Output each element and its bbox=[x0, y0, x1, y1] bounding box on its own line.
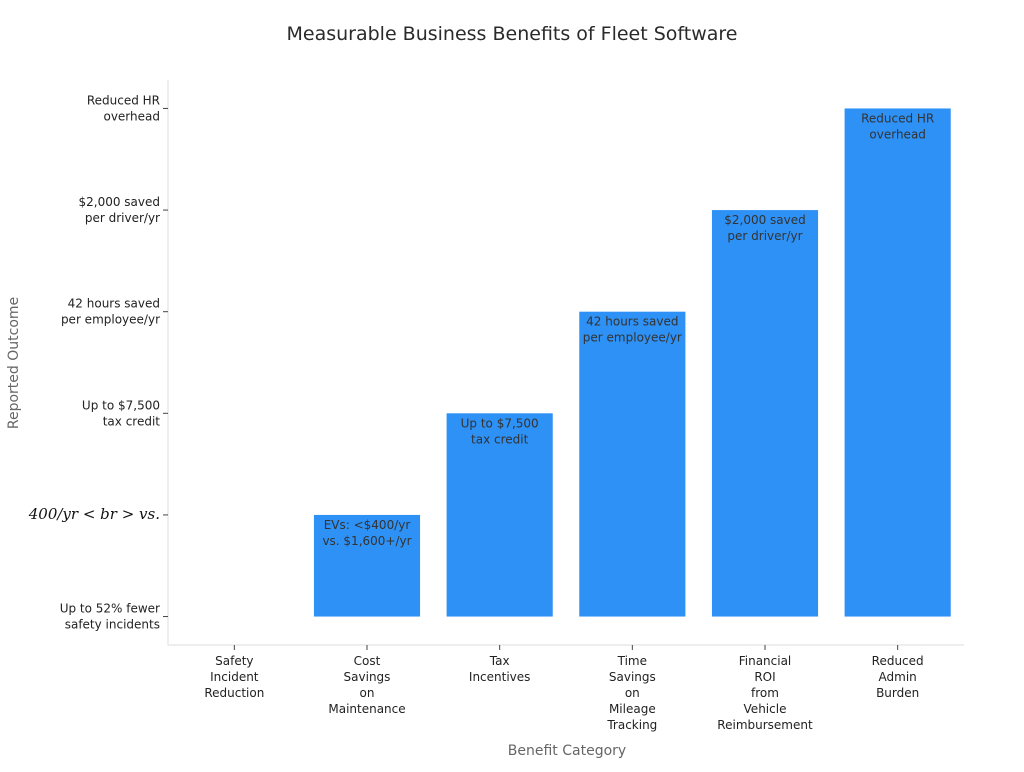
x-tick-label-2-line-2: Savings bbox=[344, 670, 391, 684]
y-tick-label-6-line-1: Reduced HR bbox=[87, 93, 160, 107]
bar-labels-group: EVs: <$400/yr vs. $1,600+/yr Up to $7,500 t… bbox=[322, 111, 934, 547]
x-tick-label-5-line-5: Reimbursement bbox=[717, 718, 813, 732]
bar-label-2-line-1: EVs: <$400/yr bbox=[324, 518, 411, 532]
bar-label-4-line-1: 42 hours saved bbox=[586, 315, 678, 329]
y-tick-label-4-line-2: per employee/yr bbox=[61, 313, 160, 327]
y-axis-title: Reported Outcome bbox=[6, 297, 22, 429]
x-axis-title: Benefit Category bbox=[508, 743, 626, 759]
y-tick-label-2-line-1: 400/yr < br > vs. bbox=[28, 505, 160, 523]
bar-2 bbox=[313, 514, 421, 617]
bar-label-2-line-2: vs. $1,600+/yr bbox=[322, 534, 411, 548]
bar-label-6-line-1: Reduced HR bbox=[861, 111, 934, 125]
y-tick-label-1-line-2: safety incidents bbox=[65, 618, 160, 632]
bar-label-5-line-2: per driver/yr bbox=[727, 229, 802, 243]
y-tick-label-5-line-1: $2,000 saved bbox=[78, 195, 160, 209]
bar-label-4-line-2: per employee/yr bbox=[583, 331, 682, 345]
x-tick-label-5-line-2: ROI bbox=[754, 670, 775, 684]
x-tick-label-6-line-1: Reduced bbox=[872, 654, 924, 668]
bar-label-6-line-2: overhead bbox=[869, 127, 926, 141]
bar-label-5-line-1: $2,000 saved bbox=[724, 213, 806, 227]
bar-label-3-line-1: Up to $7,500 bbox=[461, 416, 539, 430]
x-tick-label-6-line-3: Burden bbox=[876, 686, 919, 700]
bar-3 bbox=[446, 413, 553, 617]
y-tick-label-3-line-2: tax credit bbox=[103, 414, 161, 428]
bar-5 bbox=[711, 210, 819, 617]
x-tick-label-1-line-3: Reduction bbox=[204, 686, 264, 700]
y-tick-label-1-line-1: Up to 52% fewer bbox=[60, 602, 160, 616]
bar-4 bbox=[579, 311, 686, 617]
y-ticks-group: Up to 52% fewer safety incidents 400/yr < … bbox=[28, 93, 168, 632]
x-tick-label-4-line-3: on bbox=[625, 686, 640, 700]
x-tick-label-3-line-1: Tax bbox=[489, 654, 510, 668]
x-ticks-group: Safety Incident Reduction Cost Savings on Main… bbox=[204, 645, 924, 732]
bar-6 bbox=[844, 108, 951, 617]
x-tick-label-3-line-2: Incentives bbox=[469, 670, 531, 684]
x-tick-label-2-line-4: Maintenance bbox=[328, 702, 405, 716]
x-tick-label-5-line-3: from bbox=[751, 686, 779, 700]
x-tick-label-6-line-2: Admin bbox=[879, 670, 917, 684]
x-tick-label-1-line-1: Safety bbox=[215, 654, 253, 668]
bars-group bbox=[313, 108, 951, 617]
y-tick-label-6-line-2: overhead bbox=[103, 109, 160, 123]
x-tick-label-4-line-2: Savings bbox=[609, 670, 656, 684]
x-tick-label-2-line-3: on bbox=[360, 686, 375, 700]
x-tick-label-5-line-4: Vehicle bbox=[744, 702, 787, 716]
x-tick-label-4-line-5: Tracking bbox=[606, 718, 657, 732]
x-tick-label-5-line-1: Financial bbox=[739, 654, 792, 668]
y-tick-label-4-line-1: 42 hours saved bbox=[68, 297, 160, 311]
y-tick-label-5-line-2: per driver/yr bbox=[85, 211, 160, 225]
x-tick-label-4-line-4: Mileage bbox=[609, 702, 656, 716]
x-tick-label-2-line-1: Cost bbox=[354, 654, 381, 668]
chart-title: Measurable Business Benefits of Fleet So… bbox=[286, 23, 737, 45]
y-tick-label-3-line-1: Up to $7,500 bbox=[82, 398, 160, 412]
x-tick-label-4-line-1: Time bbox=[617, 654, 647, 668]
bar-label-3-line-2: tax credit bbox=[471, 432, 529, 446]
x-tick-label-1-line-2: Incident bbox=[210, 670, 259, 684]
